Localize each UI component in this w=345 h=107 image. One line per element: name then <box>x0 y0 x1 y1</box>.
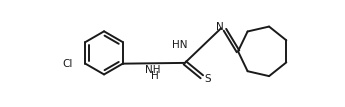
Text: S: S <box>204 74 210 84</box>
Text: N: N <box>216 22 224 32</box>
Text: NH: NH <box>145 65 160 75</box>
Text: H: H <box>151 71 159 81</box>
Text: Cl: Cl <box>63 59 73 69</box>
Text: HN: HN <box>172 40 187 50</box>
